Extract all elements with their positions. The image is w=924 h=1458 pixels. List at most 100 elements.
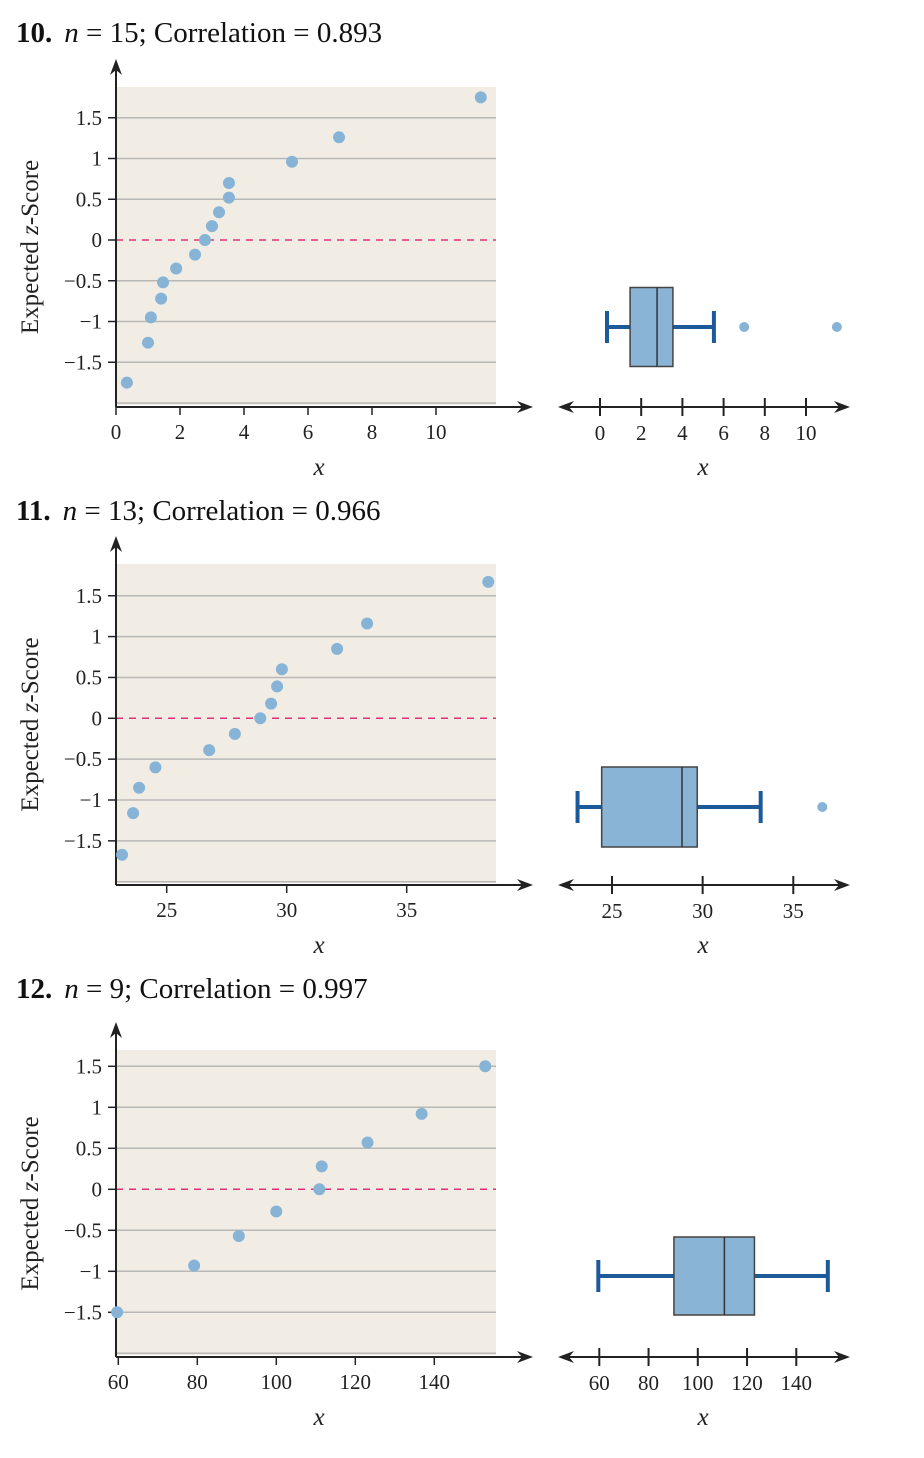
outlier-point [817,802,828,812]
y-axis-label: Expected z-Score [17,1116,44,1290]
boxplot-1: 25 30 35 x [558,766,850,959]
plot-background [116,1050,496,1355]
x-tick-label: 100 [261,1370,293,1394]
boxplot-tick-label: 140 [781,1371,813,1395]
exercise-number: 11. [16,495,51,527]
x-tick-label: 4 [239,420,250,444]
boxplot-tick-label: 30 [692,899,713,923]
data-point [333,131,346,144]
outlier-point [739,322,750,332]
arrowhead-icon [558,1351,574,1363]
x-tick-label: 0 [111,420,122,444]
y-axis-label-part: z [17,1181,44,1192]
x-tick-label: 2 [175,420,186,444]
y-tick-label: −0.5 [64,747,102,771]
data-point [111,1306,124,1319]
outlier-point [831,322,842,332]
arrowhead-icon [110,1022,122,1038]
y-tick-label: 1.5 [76,1054,102,1078]
data-point [275,663,288,676]
y-axis-label: Expected z-Score [17,160,44,334]
y-axis-label-part: -Score [17,160,44,225]
arrowhead-icon [834,1351,850,1363]
boxplot-tick-label: 8 [760,421,771,445]
x-tick-label: 140 [419,1370,451,1394]
data-point [286,155,298,168]
y-tick-label: 1.5 [76,584,102,608]
y-tick-label: 1 [92,1095,103,1119]
data-point [203,744,216,757]
box-iqr [673,1236,756,1316]
data-point [265,697,278,710]
boxplot-x-label: x [696,932,708,959]
normal-probability-plot-1: 1.5 1 0.5 0 −0.5 −1 −1.5 25 30 35 x Expected z-Scor… [17,536,533,959]
y-tick-label: 1 [92,147,103,171]
exercise-number: 10. [16,17,52,49]
arrowhead-icon [110,536,122,552]
x-tick-label: 30 [276,898,297,922]
data-point [361,617,374,630]
y-axis-label-part: Expected [17,712,44,811]
data-point [157,276,170,289]
y-axis-label-part: z [17,702,44,713]
x-axis-label: x [312,454,324,481]
arrowhead-icon [558,879,574,891]
data-point [331,642,344,655]
y-tick-label: −1 [80,1259,102,1283]
x-tick-label: 120 [340,1370,372,1394]
y-tick-label: 1.5 [76,106,102,130]
boxplot-tick-label: 80 [638,1371,659,1395]
y-tick-label: 0 [92,706,103,730]
data-point [213,206,226,219]
data-point [270,1205,283,1218]
y-axis-label-part: z [17,225,44,236]
data-point [228,727,241,740]
y-tick-label: 0.5 [76,665,102,689]
y-tick-label: −1.5 [64,350,102,374]
arrowhead-icon [834,401,850,413]
data-point [149,761,162,774]
plot-background [116,87,496,405]
y-axis-label-part: -Score [17,1116,44,1181]
chart-title-10: 10. n = 15; Correlation = 0.893 [16,17,382,49]
data-point [474,91,487,104]
data-point [222,176,235,189]
y-tick-label: −1.5 [64,1300,102,1324]
boxplot-tick-label: 6 [718,421,729,445]
y-tick-label: −1 [80,788,102,812]
data-point [133,781,146,794]
boxplot-tick-label: 25 [602,899,623,923]
boxplot-tick-label: 0 [595,421,606,445]
data-point [315,1160,328,1173]
boxplot-tick-label: 4 [677,421,688,445]
data-point [482,575,495,588]
box-iqr [629,286,674,368]
boxplot-2: 60 80 100 120 140 x [558,1236,850,1431]
data-point [188,1259,201,1272]
data-point [142,336,154,349]
data-point [232,1230,245,1243]
x-tick-label: 25 [156,898,177,922]
data-point [116,848,129,861]
data-point [120,376,133,389]
x-axis-label: x [312,932,324,959]
data-point [479,1060,492,1073]
n-symbol: n [63,495,78,527]
boxplot-tick-label: 35 [783,899,804,923]
data-point [271,680,284,693]
boxplot-tick-label: 2 [636,421,647,445]
x-tick-label: 10 [426,420,447,444]
boxplot-tick-label: 100 [682,1371,714,1395]
data-point [198,234,211,246]
data-point [206,220,218,233]
n-symbol: n [64,973,79,1005]
y-tick-label: −1.5 [64,829,102,853]
y-tick-label: −0.5 [64,1218,102,1242]
data-point [144,311,157,324]
data-point [254,712,267,725]
plot-background [116,564,496,883]
boxplot-tick-label: 60 [589,1371,610,1395]
data-point [415,1107,428,1120]
title-text: = 9; Correlation = 0.997 [79,973,368,1005]
